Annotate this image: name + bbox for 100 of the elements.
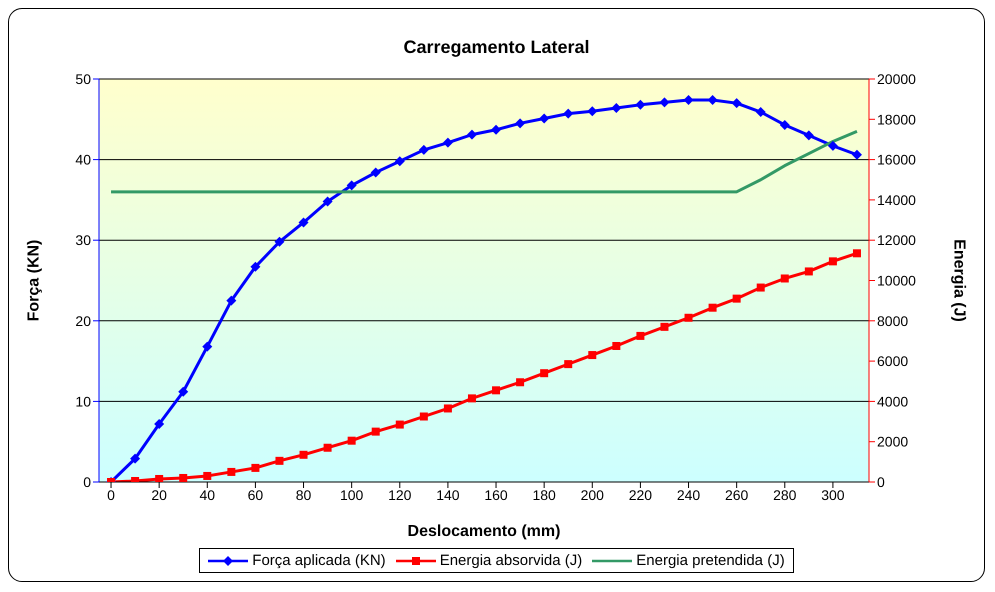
point bbox=[203, 472, 212, 480]
point bbox=[227, 468, 236, 476]
point bbox=[154, 418, 164, 429]
point bbox=[396, 420, 404, 429]
x-tick-label: 80 bbox=[296, 486, 312, 503]
legend-label: Força aplicada (KN) bbox=[252, 552, 386, 569]
point bbox=[155, 474, 164, 482]
point bbox=[466, 130, 477, 140]
point bbox=[611, 103, 622, 114]
point bbox=[250, 262, 260, 272]
y2-tick-label: 2000 bbox=[877, 434, 908, 450]
x-tick-label: 220 bbox=[628, 486, 652, 503]
point bbox=[852, 150, 862, 160]
y2-tick-label: 16000 bbox=[877, 152, 916, 168]
point bbox=[202, 342, 212, 352]
point bbox=[660, 322, 668, 331]
x-tick-label: 200 bbox=[580, 486, 604, 503]
point bbox=[780, 274, 789, 282]
y2-axis-title: Energia (J) bbox=[950, 239, 968, 322]
point bbox=[756, 284, 765, 292]
point bbox=[539, 113, 550, 124]
line-series bbox=[110, 130, 858, 194]
point bbox=[178, 386, 188, 397]
point bbox=[300, 450, 308, 459]
point bbox=[516, 378, 524, 386]
y-tick-label: 10 bbox=[75, 393, 92, 410]
point bbox=[828, 140, 838, 151]
point bbox=[732, 98, 742, 108]
x-tick-label: 40 bbox=[199, 486, 216, 503]
y-tick-label: 30 bbox=[75, 232, 92, 248]
point bbox=[588, 351, 596, 360]
point bbox=[636, 332, 644, 340]
point bbox=[348, 436, 356, 445]
point bbox=[251, 464, 260, 472]
y2-tick-label: 18000 bbox=[877, 111, 916, 128]
point bbox=[756, 107, 766, 118]
point bbox=[587, 106, 598, 116]
point bbox=[346, 180, 357, 190]
chart-title: Carregamento Lateral bbox=[402, 37, 591, 58]
x-tick-label: 300 bbox=[821, 486, 845, 503]
legend-label: Energia pretendida (J) bbox=[636, 552, 785, 569]
x-tick-label: 160 bbox=[484, 486, 508, 503]
point bbox=[372, 428, 380, 436]
x-axis-title: Deslocamento (mm) bbox=[408, 523, 560, 540]
point bbox=[804, 267, 813, 276]
y-axis-title: Força (KN) bbox=[26, 240, 43, 322]
x-tick-label: 240 bbox=[676, 486, 700, 503]
y2-tick-label: 10000 bbox=[877, 272, 916, 288]
point bbox=[179, 474, 188, 482]
y-tick-label: 0 bbox=[83, 474, 92, 490]
x-tick-label: 0 bbox=[107, 486, 116, 503]
y-tick-label: 50 bbox=[75, 70, 92, 87]
point bbox=[659, 97, 670, 108]
point bbox=[442, 138, 453, 148]
point bbox=[226, 296, 236, 306]
y2-tick-label: 12000 bbox=[877, 232, 916, 248]
y2-tick-label: 20000 bbox=[877, 70, 916, 87]
x-tick-label: 20 bbox=[151, 486, 168, 503]
legend-label: Energia absorvida (J) bbox=[440, 552, 582, 569]
point bbox=[732, 294, 741, 303]
point bbox=[468, 394, 476, 402]
point bbox=[828, 257, 837, 266]
x-tick-label: 120 bbox=[388, 486, 412, 503]
point bbox=[298, 217, 309, 228]
point bbox=[780, 120, 790, 130]
point bbox=[491, 124, 502, 135]
x-tick-label: 260 bbox=[724, 486, 749, 503]
x-tick-label: 180 bbox=[532, 486, 556, 503]
point bbox=[564, 360, 572, 368]
x-tick-label: 100 bbox=[340, 486, 364, 503]
point bbox=[708, 94, 718, 105]
point bbox=[563, 108, 574, 119]
point bbox=[708, 304, 717, 312]
y2-tick-label: 0 bbox=[877, 474, 885, 490]
y2-tick-label: 4000 bbox=[877, 393, 908, 410]
point bbox=[274, 236, 284, 247]
y2-tick-label: 8000 bbox=[877, 312, 908, 329]
point bbox=[444, 404, 452, 412]
point bbox=[635, 100, 646, 110]
point bbox=[418, 144, 429, 155]
point bbox=[275, 456, 284, 465]
point bbox=[540, 369, 548, 378]
y2-tick-label: 6000 bbox=[877, 353, 908, 370]
y-tick-label: 40 bbox=[75, 152, 92, 168]
point bbox=[324, 444, 332, 452]
point bbox=[130, 454, 140, 464]
x-tick-label: 60 bbox=[248, 486, 264, 503]
point bbox=[394, 156, 405, 166]
point bbox=[322, 196, 333, 207]
point bbox=[420, 412, 428, 421]
point bbox=[684, 314, 693, 322]
point bbox=[852, 249, 861, 258]
point bbox=[804, 130, 814, 140]
point bbox=[612, 342, 620, 350]
point bbox=[492, 386, 500, 394]
x-tick-label: 280 bbox=[773, 486, 797, 503]
y-tick-label: 20 bbox=[75, 312, 92, 329]
y2-tick-label: 14000 bbox=[877, 192, 916, 208]
point bbox=[515, 118, 526, 128]
x-tick-label: 140 bbox=[436, 486, 460, 503]
